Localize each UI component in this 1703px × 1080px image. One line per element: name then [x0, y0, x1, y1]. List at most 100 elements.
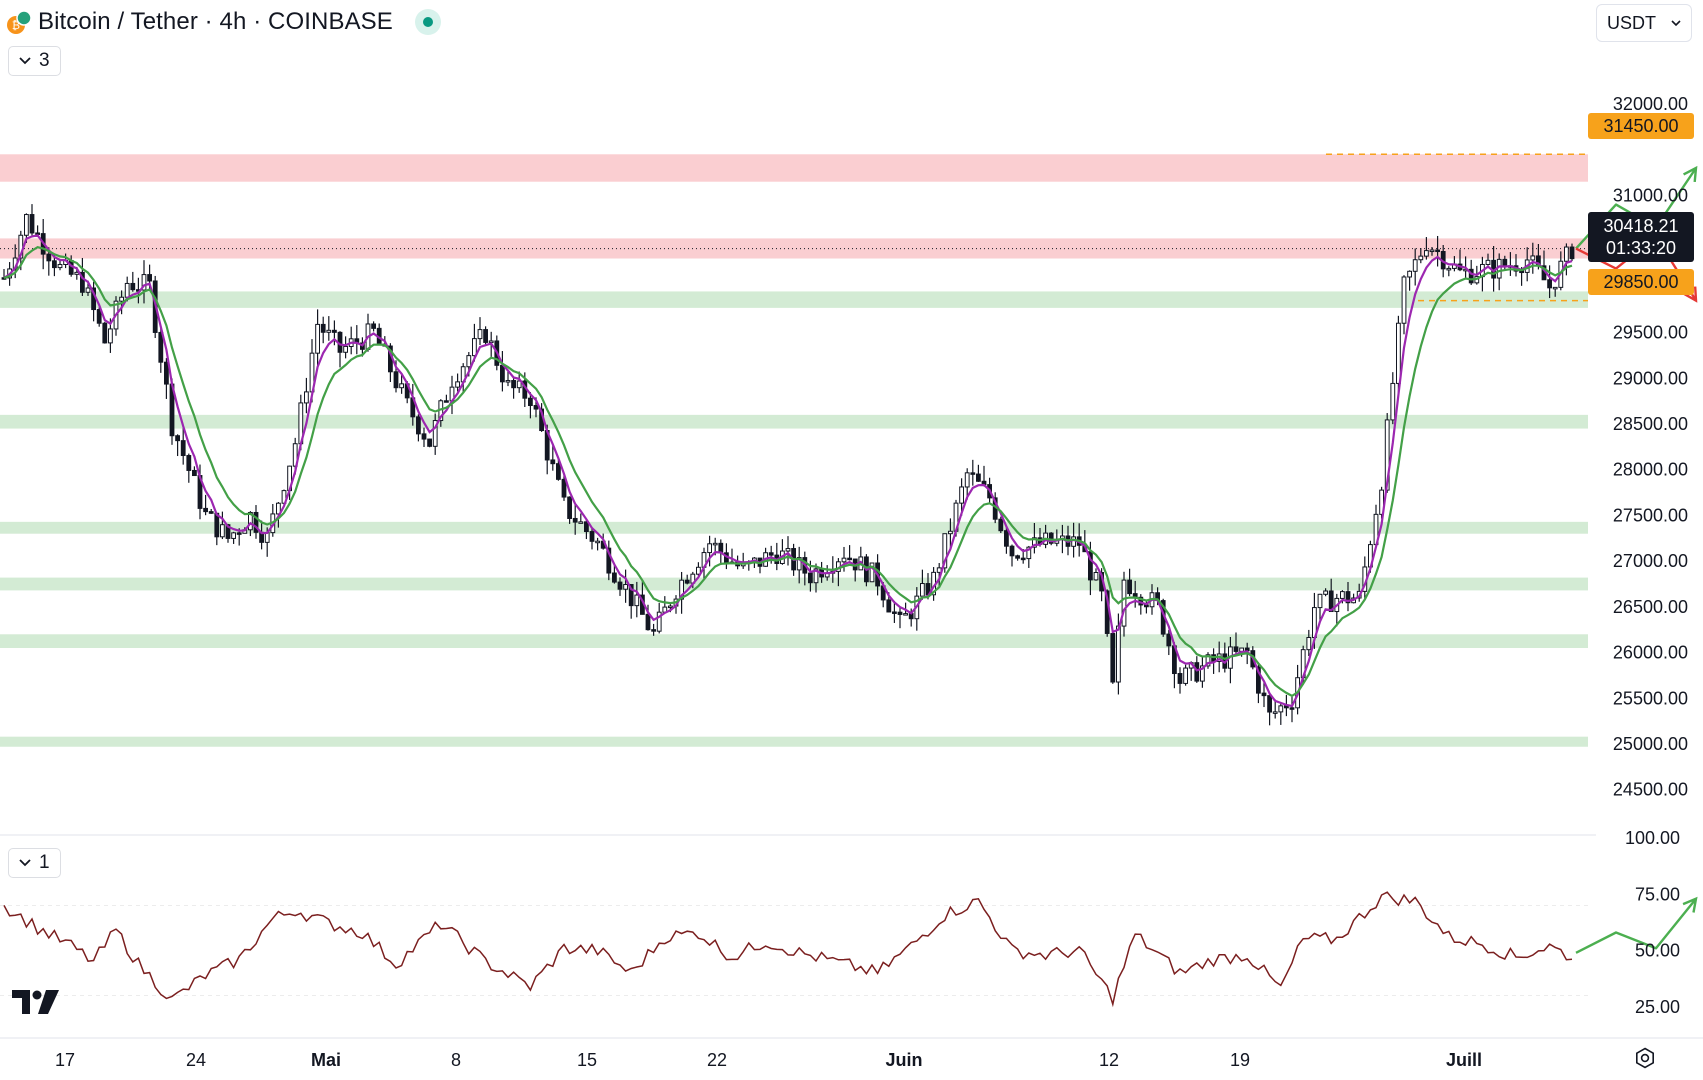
- candle-body: [533, 405, 539, 410]
- candle-body: [1552, 286, 1558, 290]
- time-tick-label: Juin: [885, 1050, 922, 1070]
- candle-body: [1407, 270, 1412, 278]
- candle-body: [1519, 270, 1524, 274]
- candle-body: [1345, 591, 1351, 604]
- candle-body: [488, 340, 494, 343]
- candle-body: [500, 364, 505, 383]
- candle-body: [1412, 259, 1418, 272]
- indicators-toggle-rsi[interactable]: 1: [8, 848, 61, 878]
- candle-body: [606, 547, 612, 574]
- indicators-toggle-main[interactable]: 3: [8, 46, 61, 76]
- candle-body: [477, 329, 483, 340]
- candle-body: [1278, 705, 1284, 713]
- candle-body: [869, 562, 875, 583]
- resistance-price-tag[interactable]: 31450.00: [1588, 113, 1694, 139]
- candle-body: [1530, 255, 1536, 261]
- support-zone: [0, 577, 1588, 591]
- candle-body: [432, 420, 438, 447]
- currency-value: USDT: [1607, 12, 1656, 33]
- svg-text:₿: ₿: [12, 19, 20, 32]
- candle-body: [466, 355, 472, 368]
- candle-body: [186, 455, 192, 471]
- candle-body: [175, 435, 180, 442]
- candle-body: [276, 502, 281, 515]
- live-dot-icon: [414, 9, 441, 35]
- ema-fast-line: [3, 234, 1573, 708]
- time-tick-label: 24: [186, 1050, 206, 1070]
- tradingview-logo-icon[interactable]: [12, 990, 60, 1021]
- price-tick-label: 26000.00: [1613, 643, 1688, 663]
- candle-body: [785, 548, 791, 552]
- candle-body: [1205, 654, 1211, 667]
- symbol-header[interactable]: ₿ Bitcoin / Tether · 4h · COINBASE: [6, 4, 441, 40]
- candle-body: [1244, 647, 1250, 652]
- candle-body: [124, 282, 130, 298]
- bullish-projection-arrow-head: [1683, 165, 1698, 183]
- candle-body: [96, 309, 102, 324]
- candle-body: [1183, 667, 1188, 684]
- candle-body: [707, 543, 713, 554]
- bar-countdown: 01:33:20: [1605, 238, 1677, 258]
- price-axis[interactable]: 32000.0031000.0030000.0029500.0029000.00…: [1613, 94, 1688, 800]
- candle-body: [634, 594, 640, 607]
- price-tick-label: 28500.00: [1613, 414, 1688, 434]
- candle-body: [1020, 557, 1026, 561]
- candle-body: [1390, 382, 1396, 421]
- candle-body: [768, 552, 774, 556]
- candle-body: [903, 613, 909, 616]
- candle-body: [343, 346, 349, 353]
- candle-body: [684, 579, 690, 584]
- candle-body: [483, 329, 489, 343]
- candle-body: [892, 611, 897, 614]
- support-price-tag[interactable]: 29850.00: [1588, 269, 1694, 295]
- candle-body: [1446, 267, 1452, 271]
- symbol-title[interactable]: Bitcoin / Tether · 4h · COINBASE: [38, 8, 393, 35]
- candle-body: [416, 416, 421, 435]
- candle-body: [528, 397, 533, 407]
- candle-body: [584, 521, 589, 533]
- candle-body: [550, 459, 556, 465]
- candle-body: [1093, 572, 1099, 581]
- ema-slow-line: [3, 246, 1573, 698]
- candle-body: [1256, 666, 1261, 694]
- candle-body: [1004, 530, 1009, 547]
- current-price-tag[interactable]: 30418.21 01:33:20: [1588, 212, 1694, 262]
- time-axis[interactable]: 17 24 Mai 8 15 22 Juin 12 19 Juill: [55, 1050, 1482, 1070]
- price-tick-label: 25500.00: [1613, 688, 1688, 708]
- candle-body: [595, 540, 601, 544]
- candle-body: [1569, 246, 1575, 260]
- currency-selector[interactable]: USDT: [1596, 4, 1692, 42]
- candle-body: [942, 533, 948, 569]
- candle-body: [427, 438, 433, 447]
- rsi-line: [3, 891, 1573, 1008]
- rsi-bullish-projection-arrow: [1575, 898, 1697, 954]
- indicator-count-main: 3: [39, 50, 50, 71]
- time-tick-label: Mai: [311, 1050, 341, 1070]
- candle-body: [1317, 593, 1323, 609]
- candle-body: [253, 511, 259, 533]
- candle-body: [651, 629, 657, 632]
- rsi-axis: 100.00 75.00 50.00 25.00: [1625, 828, 1680, 1017]
- settings-gear-icon[interactable]: [1634, 1047, 1656, 1069]
- candle-body: [886, 599, 892, 613]
- candle-body: [220, 524, 225, 538]
- candle-body: [1121, 579, 1127, 627]
- candle-body: [656, 611, 662, 632]
- candle-body: [248, 511, 253, 531]
- candle-body: [264, 532, 270, 543]
- candle-body: [617, 581, 623, 590]
- candle-body: [147, 274, 152, 282]
- candle-body: [208, 511, 214, 514]
- candle-body: [304, 391, 309, 404]
- candle-body: [1267, 695, 1272, 713]
- candle-body: [696, 566, 701, 575]
- candle-body: [505, 380, 511, 383]
- candle-body: [80, 271, 85, 293]
- candle-body: [567, 496, 573, 519]
- chevron-down-icon: [19, 859, 31, 867]
- rsi-series: [0, 891, 1588, 1008]
- candle-body: [320, 323, 326, 333]
- candle-body: [841, 557, 847, 563]
- candle-body: [399, 383, 405, 389]
